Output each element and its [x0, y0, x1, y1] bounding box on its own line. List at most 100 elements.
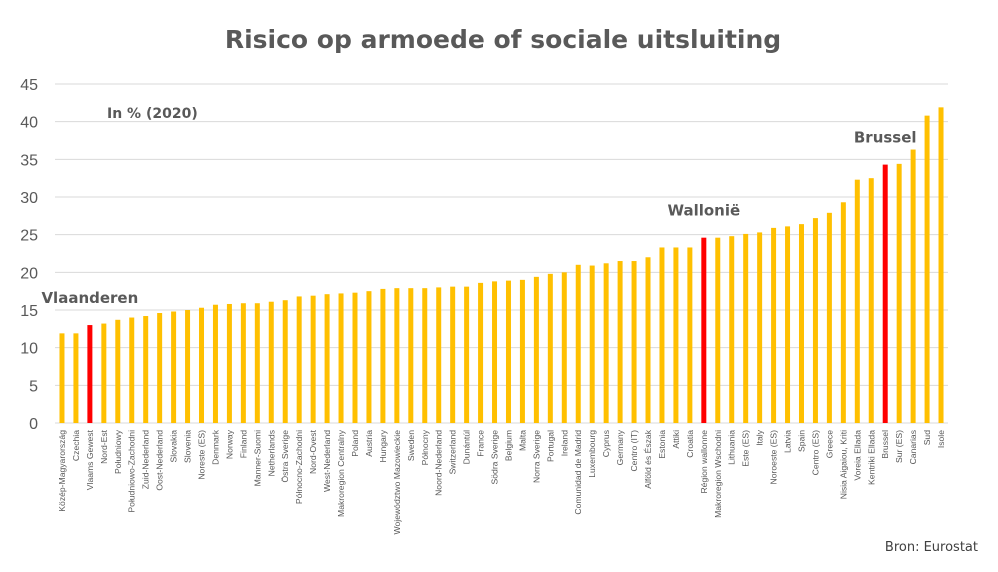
x-tick-label: Noreste (ES) — [197, 430, 207, 480]
bar-italy — [757, 232, 763, 423]
y-tick-label: 30 — [20, 190, 38, 207]
x-tick-label: Makroregion Wschodni — [713, 430, 723, 518]
bar-makroregion-centralny — [338, 293, 344, 423]
bar-noreste-es- — [199, 307, 205, 423]
x-tick-label: Czechia — [71, 430, 81, 461]
x-tick-label: Östra Sverige — [280, 430, 290, 483]
bar-noord-nederland — [436, 287, 442, 423]
x-tick-label: Zuid-Nederland — [141, 430, 151, 489]
x-tick-label: Południowy — [113, 429, 123, 474]
bar-k-z-p-magyarorsz-g — [59, 333, 65, 423]
bar-finland — [240, 303, 246, 423]
x-tick-label: Voreia Ellada — [852, 430, 862, 481]
x-tick-label: Netherlands — [266, 430, 276, 476]
bar-attiki — [673, 247, 679, 423]
bar-norway — [226, 303, 232, 423]
x-tick-label: Sweden — [406, 430, 416, 461]
x-tick-label: West-Nederland — [322, 430, 332, 492]
x-tick-label: Nisia Aigaiou, Kriti — [838, 430, 848, 499]
y-tick-label: 10 — [20, 341, 38, 358]
bar-p-nocno-zachodni — [296, 296, 302, 423]
x-tick-label: Norway — [224, 429, 234, 459]
chart-title: Risico op armoede of sociale uitsluiting — [225, 25, 781, 54]
x-tick-label: Greece — [824, 430, 834, 458]
x-tick-label: Isole — [936, 430, 946, 448]
bar-sweden — [408, 288, 414, 423]
bar-germany — [617, 261, 623, 423]
bar-west-nederland — [324, 294, 330, 423]
bar-hungary — [380, 288, 386, 423]
bar-slovakia — [171, 311, 177, 423]
x-tick-label: Dunántúl — [462, 430, 472, 464]
x-tick-label: Croatia — [685, 430, 695, 458]
bar-centro-es- — [812, 218, 818, 423]
x-tick-label: Centro (ES) — [810, 430, 820, 476]
x-tick-label: Spain — [796, 430, 806, 452]
x-tick-label: Południowo-Zachodni — [127, 430, 137, 513]
x-tick-label: Ireland — [559, 430, 569, 456]
x-tick-label: Germany — [615, 429, 625, 465]
x-tick-label: Belgium — [503, 430, 513, 461]
bar-alf-ld-s-szak — [645, 257, 651, 423]
bar-voreia-ellada — [854, 179, 860, 423]
x-tick-label: Sur (ES) — [894, 430, 904, 463]
y-tick-label: 0 — [29, 416, 38, 433]
y-axis: 0 5 10 15 20 25 30 35 40 45 — [20, 77, 38, 433]
x-tick-label: Północno-Zachodni — [294, 430, 304, 504]
y-tick-label: 15 — [20, 303, 38, 320]
x-axis: Közép-Magyarország Czechia Vlaams Gewest No… — [57, 429, 946, 534]
x-tick-label: Slovakia — [169, 430, 179, 463]
x-tick-label: Denmark — [210, 429, 220, 465]
bar-comunidad-de-madrid — [575, 264, 581, 423]
bar-slovenia — [185, 310, 191, 423]
bar-estonia — [659, 247, 665, 423]
x-tick-label: Kentriki Ellada — [866, 430, 876, 485]
x-tick-label: Poland — [350, 430, 360, 457]
y-tick-label: 20 — [20, 265, 38, 282]
bar-kentriki-ellada — [868, 178, 874, 423]
x-tick-label: Województwo Mazowieckie — [392, 430, 402, 535]
annotation-brussel: Brussel — [854, 129, 917, 147]
source-note: Bron: Eurostat — [885, 540, 978, 555]
bar-po-udniowo-zachodni — [129, 317, 135, 423]
bar-vlaams-gewest — [87, 325, 93, 423]
y-tick-label: 5 — [29, 378, 38, 395]
chart-subtitle: In % (2020) — [107, 106, 198, 122]
x-tick-label: Austria — [364, 430, 374, 457]
bar-nisia-aigaiou-kriti — [840, 202, 846, 423]
bar-france — [478, 282, 484, 423]
x-tick-label: Nord-Est — [99, 429, 109, 464]
bar-manner-suomi — [254, 303, 260, 423]
x-tick-label: Finland — [238, 430, 248, 458]
bar-isole — [938, 107, 944, 423]
annotations: Vlaanderen Wallonië Brussel — [41, 129, 916, 307]
bar-canarias — [910, 149, 916, 424]
bar-este-es- — [743, 233, 749, 423]
x-tick-label: Noroeste (ES) — [769, 430, 779, 485]
bar-s-dra-sverige — [492, 281, 498, 423]
bar--stra-sverige — [282, 300, 288, 423]
annotation-walloni-: Wallonië — [667, 202, 740, 220]
bars — [59, 107, 944, 424]
bar-greece — [826, 212, 832, 423]
bar-latvia — [785, 226, 791, 423]
y-tick-label: 45 — [20, 77, 38, 94]
x-tick-label: Hungary — [378, 429, 388, 462]
x-tick-label: Brussel — [880, 430, 890, 459]
bar-makroregion-wschodni — [715, 237, 721, 423]
bar-po-udniowy — [115, 319, 121, 423]
x-tick-label: Canarias — [908, 430, 918, 464]
bar-nord-est — [101, 323, 107, 423]
x-tick-label: Este (ES) — [741, 430, 751, 467]
x-tick-label: Sud — [922, 430, 932, 446]
bar-cyprus — [603, 263, 609, 423]
bar-zuid-nederland — [143, 316, 149, 423]
x-tick-label: Attiki — [671, 430, 681, 449]
bar-switzerland — [450, 286, 456, 423]
x-tick-label: Italy — [755, 429, 765, 445]
bar-belgium — [505, 280, 511, 423]
bar-p-nocny — [422, 288, 428, 423]
y-tick-label: 35 — [20, 152, 38, 169]
x-tick-label: Noord-Nederland — [434, 430, 444, 496]
x-tick-label: Comunidad de Madrid — [573, 430, 583, 515]
